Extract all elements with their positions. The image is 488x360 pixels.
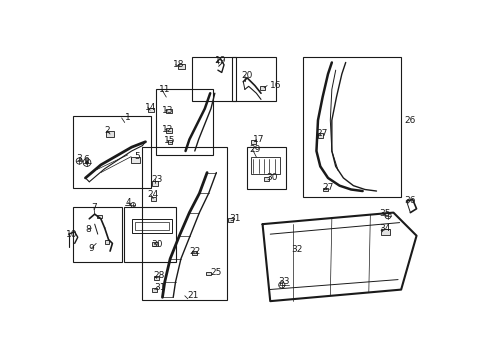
Bar xyxy=(165,128,171,132)
Text: 17: 17 xyxy=(253,135,264,144)
Text: 4: 4 xyxy=(125,198,131,207)
Bar xyxy=(152,288,157,292)
Text: 31: 31 xyxy=(229,214,241,223)
Text: 11: 11 xyxy=(158,85,170,94)
Text: 36: 36 xyxy=(404,196,415,205)
Bar xyxy=(205,271,211,275)
Bar xyxy=(317,133,323,138)
Text: 16: 16 xyxy=(270,81,281,90)
Bar xyxy=(142,147,226,300)
Text: 15: 15 xyxy=(163,136,175,145)
Text: 1: 1 xyxy=(124,113,130,122)
Bar xyxy=(73,207,122,262)
Text: 2: 2 xyxy=(104,126,109,135)
Text: 10: 10 xyxy=(66,230,78,239)
Bar xyxy=(192,251,197,255)
Bar xyxy=(231,57,276,101)
Bar xyxy=(131,219,171,233)
Bar xyxy=(151,242,158,247)
Text: 18: 18 xyxy=(172,60,183,69)
Text: 8: 8 xyxy=(85,225,91,234)
Bar xyxy=(246,147,285,189)
Circle shape xyxy=(85,161,89,165)
Bar xyxy=(151,181,158,186)
Text: 31: 31 xyxy=(154,283,165,292)
Bar xyxy=(263,177,268,181)
Text: 29: 29 xyxy=(249,145,260,154)
Bar xyxy=(135,222,168,230)
Bar xyxy=(227,219,232,222)
Text: 27: 27 xyxy=(316,129,327,138)
Text: 5: 5 xyxy=(134,152,140,161)
Text: 6: 6 xyxy=(83,155,89,164)
Bar xyxy=(259,86,264,90)
Bar xyxy=(250,140,256,144)
Bar xyxy=(97,215,102,219)
Text: 19: 19 xyxy=(214,56,226,65)
Text: 34: 34 xyxy=(378,224,389,233)
Text: 35: 35 xyxy=(378,209,389,218)
Bar xyxy=(250,157,280,174)
Text: 7: 7 xyxy=(91,203,97,212)
Bar xyxy=(150,197,156,201)
Text: 13: 13 xyxy=(162,106,174,115)
Bar xyxy=(73,116,151,188)
Text: 20: 20 xyxy=(241,71,253,80)
Text: 33: 33 xyxy=(277,276,289,285)
Text: 3: 3 xyxy=(76,154,82,163)
Bar xyxy=(106,131,114,137)
Bar xyxy=(165,109,171,113)
Bar xyxy=(178,64,185,69)
Text: 26: 26 xyxy=(404,116,415,125)
Text: 12: 12 xyxy=(162,125,173,134)
Text: 28: 28 xyxy=(153,271,164,280)
Text: 23: 23 xyxy=(151,175,163,184)
Bar xyxy=(131,157,140,163)
Bar xyxy=(123,207,176,262)
Text: 25: 25 xyxy=(210,268,221,277)
Text: 32: 32 xyxy=(290,245,302,254)
Bar xyxy=(156,89,213,155)
Bar xyxy=(104,240,109,244)
Bar xyxy=(323,188,328,192)
Text: 30: 30 xyxy=(266,173,277,182)
Text: 14: 14 xyxy=(144,103,156,112)
Bar xyxy=(303,57,400,197)
Bar xyxy=(191,57,235,101)
Text: 21: 21 xyxy=(187,291,199,300)
Text: 30: 30 xyxy=(151,240,162,249)
Bar xyxy=(167,140,172,144)
Bar xyxy=(148,108,153,112)
Bar xyxy=(380,229,389,235)
Text: 22: 22 xyxy=(189,247,200,256)
Bar xyxy=(153,276,159,280)
Text: 9: 9 xyxy=(88,243,94,252)
Text: 27: 27 xyxy=(322,183,333,192)
Text: 24: 24 xyxy=(147,190,159,199)
